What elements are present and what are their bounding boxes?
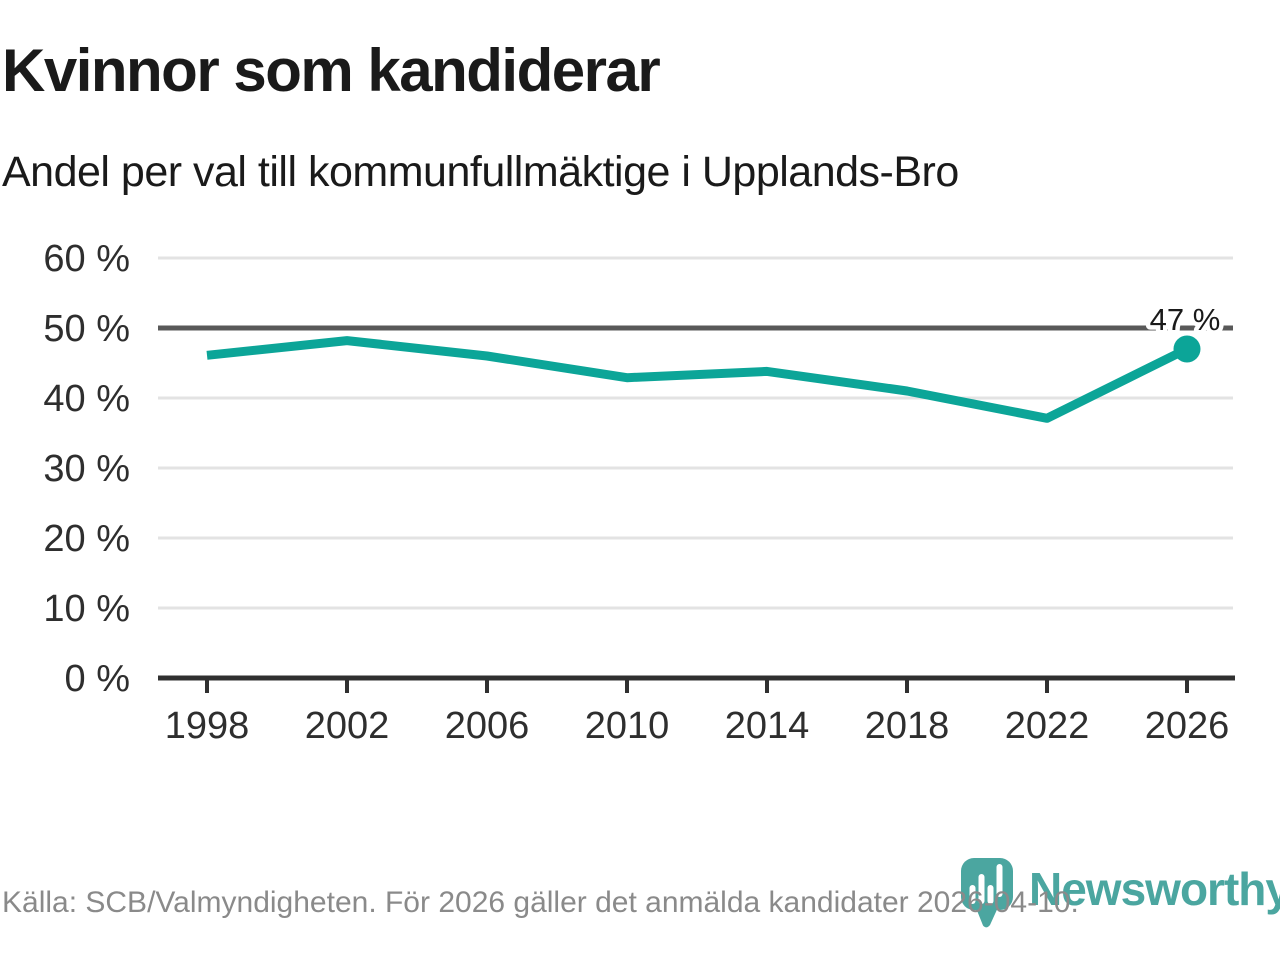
end-point-dot bbox=[1173, 335, 1201, 363]
data-series-line bbox=[206, 336, 1189, 423]
x-tick-label-2010: 2010 bbox=[585, 705, 670, 747]
end-point-value-label: 47 % bbox=[1150, 302, 1221, 337]
newsworthy-wordmark: Newsworthy bbox=[1029, 863, 1280, 915]
x-tick-label-2018: 2018 bbox=[865, 705, 950, 747]
y-tick-label-20: 20 % bbox=[43, 518, 130, 560]
x-tick-label-1998: 1998 bbox=[165, 705, 250, 747]
x-tick-label-2022: 2022 bbox=[1005, 705, 1090, 747]
y-tick-label-40: 40 % bbox=[43, 378, 130, 420]
chart-subtitle: Andel per val till kommunfullmäktige i U… bbox=[2, 148, 959, 196]
source-note: Källa: SCB/Valmyndigheten. För 2026 gäll… bbox=[2, 886, 1079, 919]
x-tick-label-2026: 2026 bbox=[1145, 705, 1230, 747]
chart-title: Kvinnor som kandiderar bbox=[2, 37, 661, 104]
y-tick-label-60: 60 % bbox=[43, 238, 130, 280]
y-tick-label-10: 10 % bbox=[43, 588, 130, 630]
y-tick-label-30: 30 % bbox=[43, 448, 130, 490]
y-tick-label-0: 0 % bbox=[65, 658, 130, 700]
x-tick-label-2006: 2006 bbox=[445, 705, 530, 747]
newsworthy-logo-icon bbox=[961, 858, 1013, 928]
x-tick-label-2002: 2002 bbox=[305, 705, 390, 747]
x-tick-label-2014: 2014 bbox=[725, 705, 810, 747]
y-tick-label-50: 50 % bbox=[43, 308, 130, 350]
line-chart: 47 % 0 % 10 % 20 % 30 % 40 % 50 % 60 % 1998 2002 2… bbox=[43, 238, 1235, 747]
newsworthy-logo: Newsworthy bbox=[960, 857, 1280, 935]
